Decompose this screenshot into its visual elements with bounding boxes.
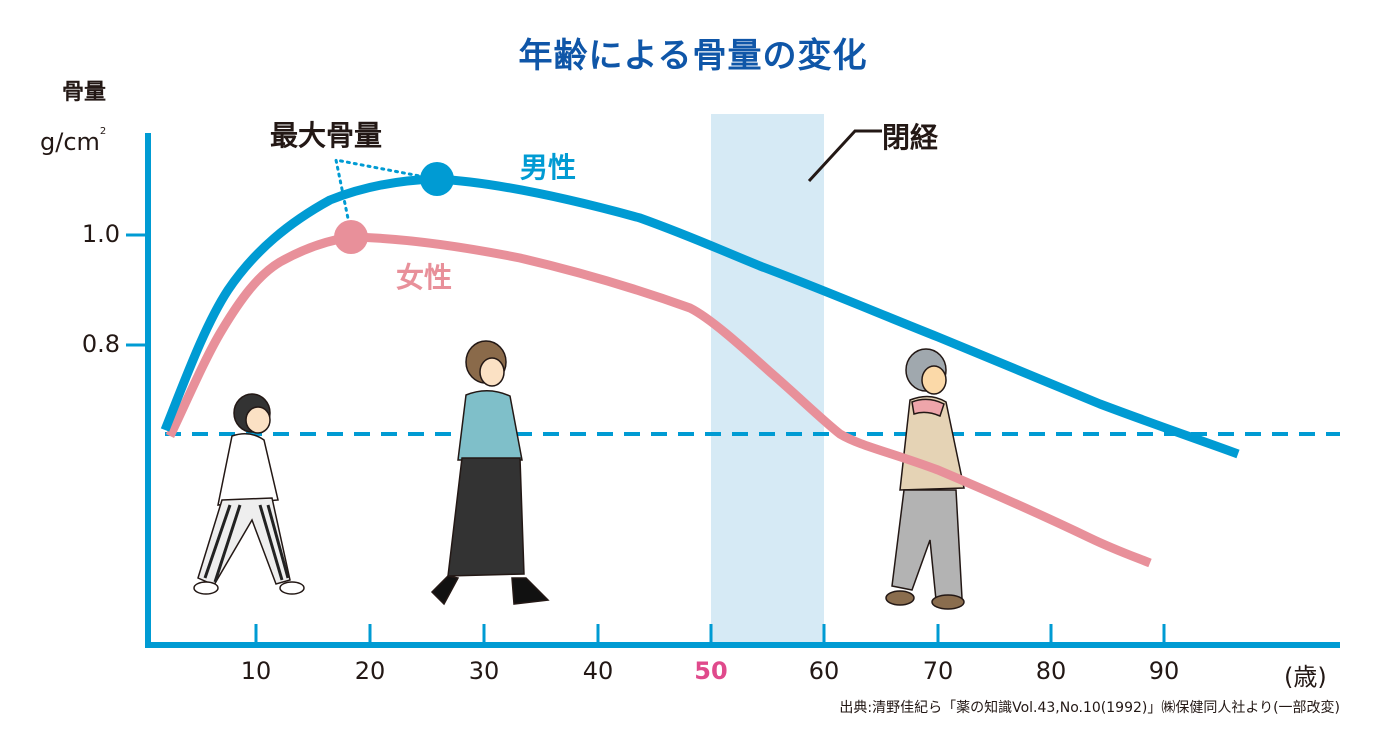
y-tick-label-0.8: 0.8 xyxy=(81,330,120,358)
female-curve xyxy=(165,232,1152,568)
y-axis-unit: g/cm2 xyxy=(40,126,107,156)
x-tick-label-20: 20 xyxy=(354,657,386,685)
walking-boy-illustration xyxy=(193,393,305,595)
chart-title: 年齢による骨量の変化 xyxy=(518,36,868,76)
menopause-band xyxy=(711,114,824,645)
menopause-annotation: 閉経 xyxy=(882,121,939,154)
x-tick-label-40: 40 xyxy=(582,657,614,685)
y-tick-label-1.0: 1.0 xyxy=(81,220,120,248)
x-axis-unit: (歳) xyxy=(1284,663,1327,691)
x-tick-label-80: 80 xyxy=(1035,657,1067,685)
walking-woman-illustration xyxy=(430,340,550,606)
male-peak-marker xyxy=(420,162,454,196)
female-series-label: 女性 xyxy=(396,261,453,294)
peak-bone-mass-annotation: 最大骨量 xyxy=(270,119,383,152)
x-tick-label-60: 60 xyxy=(808,657,840,685)
y-axis-label: 骨量 xyxy=(62,80,107,105)
menopause-leader-line xyxy=(807,129,882,183)
x-tick-label-30: 30 xyxy=(468,657,500,685)
male-series-label: 男性 xyxy=(520,151,577,184)
x-tick-label-10: 10 xyxy=(240,657,272,685)
female-peak-marker xyxy=(334,220,368,254)
y-unit-text: g/cm xyxy=(40,128,100,156)
male-curve xyxy=(160,174,1240,459)
x-tick-label-70: 70 xyxy=(922,657,954,685)
x-tick-label-50: 50 xyxy=(694,657,728,685)
x-tick-label-90: 90 xyxy=(1148,657,1180,685)
y-unit-superscript: 2 xyxy=(99,126,107,137)
x-ticks xyxy=(254,624,1166,645)
peak-leader-lines xyxy=(334,158,427,240)
source-citation: 出典:清野佳紀ら「薬の知識Vol.43,No.10(1992)」㈱保健同人社より… xyxy=(839,700,1340,716)
